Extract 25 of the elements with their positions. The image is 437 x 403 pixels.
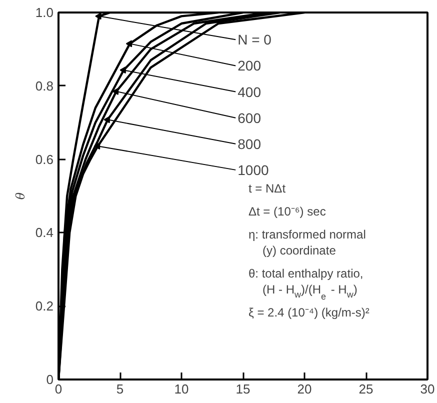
x-tick-label: 30 <box>420 382 435 396</box>
text: 1000 <box>238 162 269 178</box>
y-tick-label: 1.0 <box>35 5 54 20</box>
y-tick-label: 0 <box>46 372 54 387</box>
y-tick-label: 0.2 <box>35 298 54 314</box>
x-tick-label: 15 <box>236 382 250 396</box>
y-tick-label: 0.6 <box>35 152 54 167</box>
x-tick-label: 5 <box>116 382 124 396</box>
y-tick-label: 0.8 <box>35 78 54 94</box>
text: 400 <box>238 84 262 100</box>
annotation: ξ = 2.4 (10⁻⁴) (kg/m-s)² <box>248 306 370 320</box>
x-tick-label: 10 <box>174 382 189 396</box>
annotation: θ: total enthalpy ratio, <box>248 266 364 280</box>
x-tick-label: 25 <box>358 382 374 396</box>
x-tick-label: 20 <box>297 382 312 396</box>
annotation: Δt = (10⁻⁶) sec <box>248 204 326 218</box>
text: 200 <box>238 58 262 74</box>
y-tick-label: 0.4 <box>35 225 54 240</box>
text: 800 <box>238 136 262 152</box>
annotation: t = NΔt <box>248 182 286 196</box>
annotation: (y) coordinate <box>262 244 336 258</box>
annotation: η: transformed normal <box>248 228 366 242</box>
text: 600 <box>238 110 262 126</box>
y-axis-title: θ <box>13 192 28 200</box>
text: N = 0 <box>238 32 272 48</box>
